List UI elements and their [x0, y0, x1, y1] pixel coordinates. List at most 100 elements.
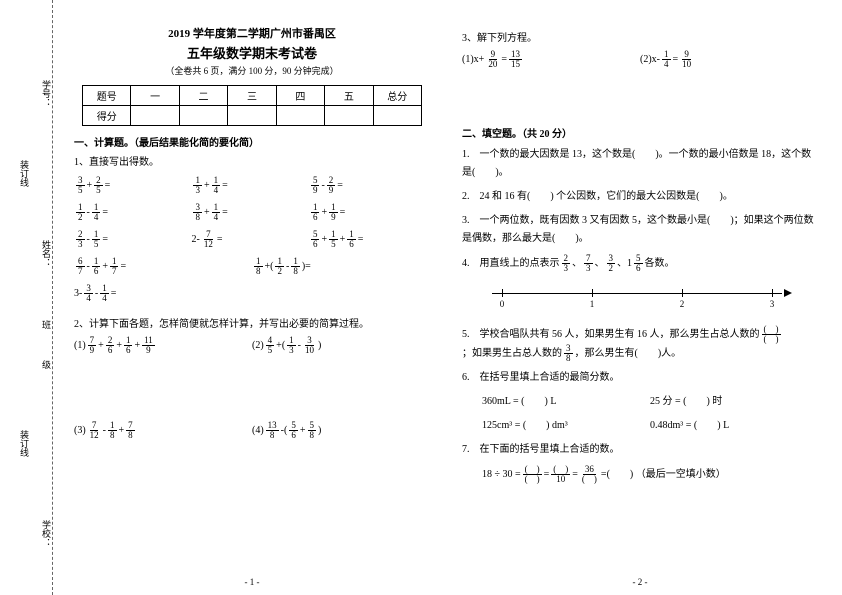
op: -	[298, 340, 301, 351]
fraction: 73	[584, 254, 593, 273]
q7-label: 在下面的括号里填上合适的数。	[480, 444, 620, 455]
fraction: 14	[100, 284, 109, 303]
expr-item: 38 + 14 =	[191, 199, 308, 226]
q2-row2: (3) 712 - 18 + 78(4) 138 - ( 56 + 58 )	[74, 421, 430, 440]
op: =	[501, 54, 507, 65]
s2-q5: 5. 学校合唱队共有 56 人，如果男生有 16 人，那么男生占总人数的 ( )…	[462, 325, 818, 363]
blank-frac: ( )10	[551, 465, 570, 484]
q7-lhs: 18 ÷ 30 =	[482, 466, 521, 484]
op: +	[340, 234, 346, 245]
op: -	[196, 234, 199, 245]
fraction: 13	[287, 336, 296, 355]
op: =	[105, 180, 111, 191]
fraction: 19	[329, 203, 338, 222]
page-number-2: - 2 -	[450, 577, 830, 587]
cell	[276, 106, 324, 126]
fraction: 23	[76, 230, 85, 249]
bind-label-5: 装订线	[18, 430, 31, 457]
fraction: 16	[92, 257, 101, 276]
q6-c: 0.48dm³ = ( ) L	[650, 417, 818, 435]
fraction: 17	[110, 257, 119, 276]
op: -	[87, 234, 90, 245]
fraction: 79	[88, 336, 97, 355]
op: =	[337, 180, 343, 191]
expr-item: 12 - 14 =	[74, 199, 191, 226]
s2-q1: 1. 一个数的最大因数是 13，这个数是( )。一个数的最小倍数是 18，这个数…	[462, 146, 818, 182]
blank-frac: ( )( )	[762, 325, 781, 344]
cell: 题号	[83, 86, 131, 106]
op: +	[321, 207, 327, 218]
eq: =	[572, 466, 578, 484]
expr-item: 59 - 29 =	[309, 172, 426, 199]
s2-q7: 7. 在下面的括号里填上合适的数。	[462, 441, 818, 459]
fraction: 920	[486, 50, 499, 69]
q1-label: 1、直接写出得数。	[74, 153, 430, 168]
number-line: 0 1 2 3	[492, 281, 792, 311]
q3-item: (2) x - 14 = 910	[640, 50, 818, 69]
cell: 一	[131, 86, 179, 106]
tick	[682, 289, 683, 297]
op: )	[318, 340, 321, 351]
op: +	[87, 180, 93, 191]
expr-item: 35 + 25 =	[74, 172, 191, 199]
op: =	[358, 234, 364, 245]
fraction: 15	[92, 230, 101, 249]
fraction: 712	[202, 230, 215, 249]
tick-label: 1	[590, 299, 595, 309]
bind-label-0: 学号：	[40, 80, 53, 107]
op: =	[222, 207, 228, 218]
table-row: 得分	[83, 106, 422, 126]
cell: 三	[228, 86, 276, 106]
fraction: 138	[266, 421, 279, 440]
page-2: 3、解下列方程。 (1) x + 920 = 1315(2) x - 14 = …	[450, 0, 830, 595]
fraction: 16	[124, 336, 133, 355]
op: =	[102, 234, 108, 245]
op: (	[284, 425, 287, 436]
fraction: 26	[106, 336, 115, 355]
frac: 38	[564, 344, 573, 363]
fraction: 25	[94, 176, 103, 195]
q7-expr: 18 ÷ 30 = ( )( ) = ( )10 = 36( ) = ( ) （…	[462, 465, 726, 484]
q3-item: (1) x + 920 = 1315	[462, 50, 640, 69]
expr-item: 13 + 14 =	[191, 172, 308, 199]
title-main: 五年级数学期末考试卷	[74, 43, 430, 62]
cell: 五	[325, 86, 373, 106]
fraction: 15	[329, 230, 338, 249]
op: =	[340, 207, 346, 218]
q2-item: (3) 712 - 18 + 78	[74, 421, 252, 440]
item-num: (1)	[74, 340, 86, 351]
item-num: (3)	[74, 425, 86, 436]
fraction: 910	[680, 50, 693, 69]
op: (	[282, 340, 285, 351]
op: =	[120, 261, 126, 272]
op: +	[116, 340, 122, 351]
bind-label-2: 姓名：	[40, 240, 53, 267]
s2-q6: 6. 在括号里填上合适的最简分数。	[462, 369, 818, 387]
op: =	[222, 180, 228, 191]
fraction: 12	[76, 203, 85, 222]
fraction: 56	[311, 230, 320, 249]
blank-frac: ( )( )	[523, 465, 542, 484]
item-num: (2)	[252, 340, 264, 351]
s2-q3: 3. 一个两位数，既有因数 3 又有因数 5，这个数最小是( )；如果这个两位数…	[462, 212, 818, 248]
op: +	[321, 234, 327, 245]
fraction: 32	[607, 254, 616, 273]
fraction: 18	[108, 421, 117, 440]
expr-item: 23 - 15 =	[74, 226, 191, 253]
expr-item: 18 + ( 12 - 18 ) =	[252, 253, 430, 280]
fraction: 18	[291, 257, 300, 276]
q3-row: (1) x + 920 = 1315(2) x - 14 = 910	[462, 50, 818, 69]
op: -	[87, 207, 90, 218]
op: +	[300, 425, 306, 436]
q7-note: （最后一空填小数）	[636, 466, 726, 484]
q5-t2: ；如果男生占总人数的	[462, 345, 562, 363]
s2-q4-label: 用直线上的点表示	[480, 255, 560, 273]
op: )	[318, 425, 321, 436]
cell: 总分	[373, 86, 421, 106]
eq: =	[544, 466, 550, 484]
op: +	[479, 54, 485, 65]
blank: ( )	[607, 466, 634, 484]
page-1: 2019 学年度第二学期广州市番禺区 五年级数学期末考试卷 （全卷共 6 页，满…	[62, 0, 442, 595]
q6-label: 在括号里填上合适的最简分数。	[480, 372, 620, 383]
cell: 得分	[83, 106, 131, 126]
